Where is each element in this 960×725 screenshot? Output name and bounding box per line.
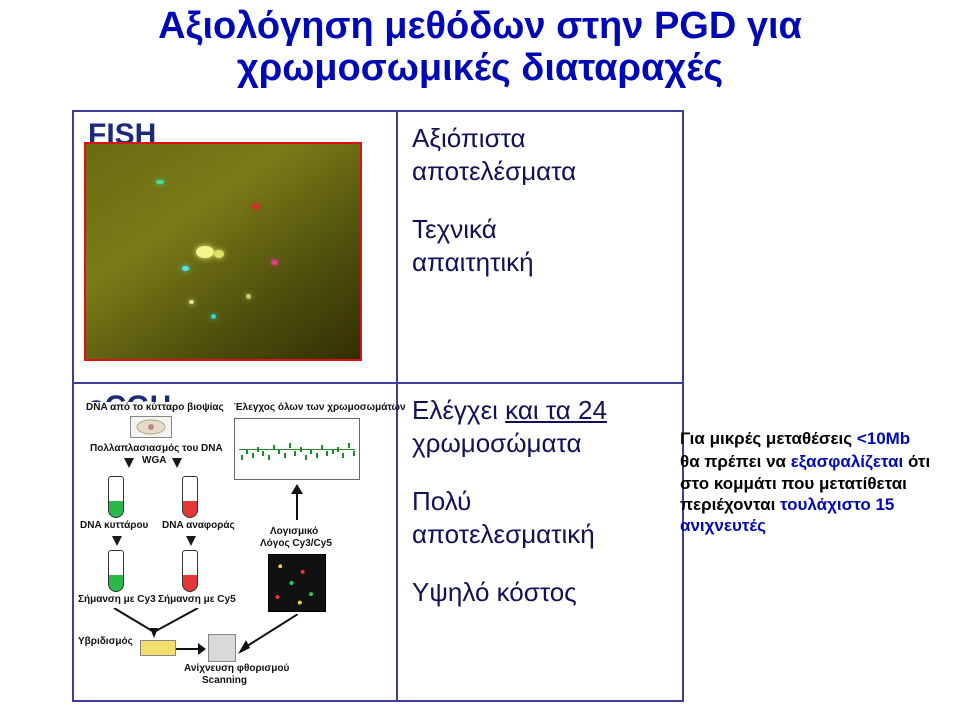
note-line2: θα πρέπει να εξασφαλίζεται ότι (680, 451, 940, 472)
tube-cy3-icon (108, 550, 124, 592)
array-slide-icon (140, 640, 176, 656)
acgh-scan1-label: Ανίχνευση φθορισμού (184, 663, 289, 674)
scanner-icon (208, 634, 236, 662)
acgh-cy3-label: Σήμανση με Cy3 (78, 594, 156, 605)
acgh-hyb-label: Υβριδισμός (78, 636, 133, 647)
arrow-down-icon (172, 458, 182, 468)
note-line5: ανιχνευτές (680, 515, 940, 536)
tube-cy5-icon (182, 550, 198, 592)
acgh-wga-label: WGA (142, 455, 166, 466)
acgh-dna-biopsy-label: DNA από το κύτταρο βιοψίας (86, 402, 224, 413)
acgh-text-cell: Ελέγχει και τα 24 χρωμοσώματα Πολύ αποτε… (397, 383, 683, 701)
arrow-diag-icon (238, 614, 298, 654)
acgh-line4: αποτελεσματική (412, 518, 668, 551)
acgh-block3: Υψηλό κόστος (412, 576, 668, 609)
acgh-wga-step-label: Πολλαπλασιασμός του DNA (90, 443, 223, 454)
note-line4: περιέχονται τουλάχιστο 15 (680, 494, 940, 515)
acgh-scan2-label: Scanning (202, 675, 247, 686)
arrow-right-icon (176, 640, 206, 658)
acgh-tube-left-label: DNA κυττάρου (80, 520, 148, 531)
side-note: Για μικρές μεταθέσεις <10Mb θα πρέπει να… (680, 428, 940, 536)
note-l1-hl: <10Mb (857, 429, 910, 448)
acgh-cy5-label: Σήμανση με Cy5 (158, 594, 236, 605)
merge-arrow-icon (108, 608, 204, 638)
note-l1-pre: Για μικρές μεταθέσεις (680, 429, 857, 448)
acgh-ratio1-label: Λογισμικό (270, 526, 318, 537)
tube-sample-icon (108, 476, 124, 518)
acgh-topright-label: Έλεγχος όλων των χρωμοσωμάτων (234, 402, 406, 413)
note-l2-hl: εξασφαλίζεται (791, 452, 903, 471)
fish-line1: Αξιόπιστα (412, 122, 668, 155)
acgh-ratio-chart (234, 418, 360, 480)
acgh-block2: Πολύ αποτελεσματική (412, 485, 668, 550)
note-l2-post: ότι (903, 452, 930, 471)
fish-text-cell: Αξιόπιστα αποτελέσματα Τεχνικά απαιτητικ… (397, 111, 683, 383)
fish-line2: αποτελέσματα (412, 155, 668, 188)
fish-line4: απαιτητική (412, 246, 668, 279)
slide: Αξιολόγηση μεθόδων στην PGD για χρωμοσωμ… (0, 0, 960, 725)
acgh-line5: Υψηλό κόστος (412, 576, 668, 609)
acgh-workflow-diagram: DNA από το κύτταρο βιοψίας Πολλαπλασιασμ… (84, 402, 364, 697)
arrow-down-icon (124, 458, 134, 468)
note-l4-pre: περιέχονται (680, 495, 780, 514)
fish-result-block: Αξιόπιστα αποτελέσματα (412, 122, 668, 187)
acgh-block1: Ελέγχει και τα 24 χρωμοσώματα (412, 394, 668, 459)
fish-microscopy-image (84, 142, 362, 361)
fish-line3: Τεχνικά (412, 213, 668, 246)
microarray-image-icon (268, 554, 326, 612)
arrow-up-icon (290, 484, 304, 520)
note-l4-hl: τουλάχιστο 15 (780, 495, 894, 514)
acgh-line3: Πολύ (412, 485, 668, 518)
arrow-down-icon (112, 536, 122, 546)
biopsy-cell-icon (130, 416, 172, 438)
arrow-down-icon (186, 536, 196, 546)
note-line3: στο κομμάτι που μετατίθεται (680, 473, 940, 494)
acgh-line2: χρωμοσώματα (412, 427, 668, 460)
acgh-pre: Ελέγχει (412, 395, 505, 425)
tube-reference-icon (182, 476, 198, 518)
acgh-ul: και τα 24 (505, 395, 607, 425)
acgh-ratio2-label: Λόγος Cy3/Cy5 (260, 538, 332, 549)
slide-title: Αξιολόγηση μεθόδων στην PGD για χρωμοσωμ… (70, 6, 890, 90)
note-l2: θα πρέπει να (680, 452, 791, 471)
fish-tech-block: Τεχνικά απαιτητική (412, 213, 668, 278)
acgh-tube-right-label: DNA αναφοράς (162, 520, 235, 531)
note-line1: Για μικρές μεταθέσεις <10Mb (680, 428, 940, 449)
